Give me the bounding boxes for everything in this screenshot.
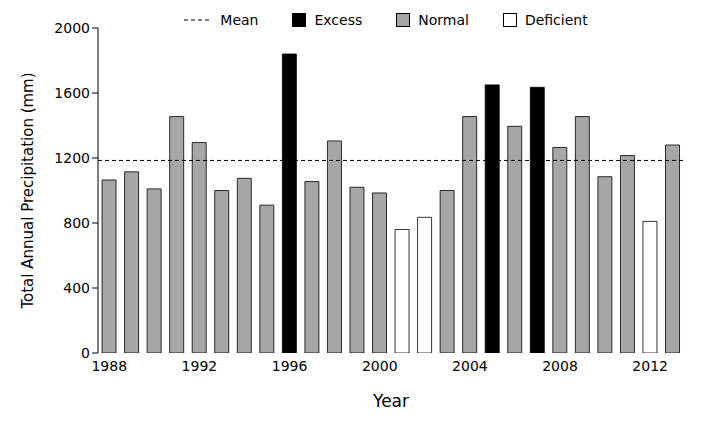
- svg-text:Total Annual Precipitation (mm: Total Annual Precipitation (mm): [19, 72, 37, 309]
- svg-text:2012: 2012: [632, 358, 668, 374]
- svg-text:Year: Year: [372, 391, 409, 411]
- svg-text:2008: 2008: [542, 358, 578, 374]
- svg-text:2004: 2004: [452, 358, 488, 374]
- html-text:Deficient: Deficient: [524, 12, 588, 28]
- html-text:Normal: Normal: [418, 12, 469, 28]
- svg-text:1988: 1988: [91, 358, 127, 374]
- svg-text:800: 800: [63, 215, 90, 231]
- html-text:Mean: Mean: [220, 12, 259, 28]
- svg-text:1200: 1200: [54, 150, 90, 166]
- svg-text:2000: 2000: [362, 358, 398, 374]
- svg-text:400: 400: [63, 280, 90, 296]
- svg-text:1600: 1600: [54, 85, 90, 101]
- svg-text:1992: 1992: [182, 358, 218, 374]
- svg-text:0: 0: [81, 345, 90, 361]
- svg-text:2000: 2000: [54, 20, 90, 36]
- html-text:Excess: Excess: [314, 12, 363, 28]
- svg-text:1996: 1996: [272, 358, 308, 374]
